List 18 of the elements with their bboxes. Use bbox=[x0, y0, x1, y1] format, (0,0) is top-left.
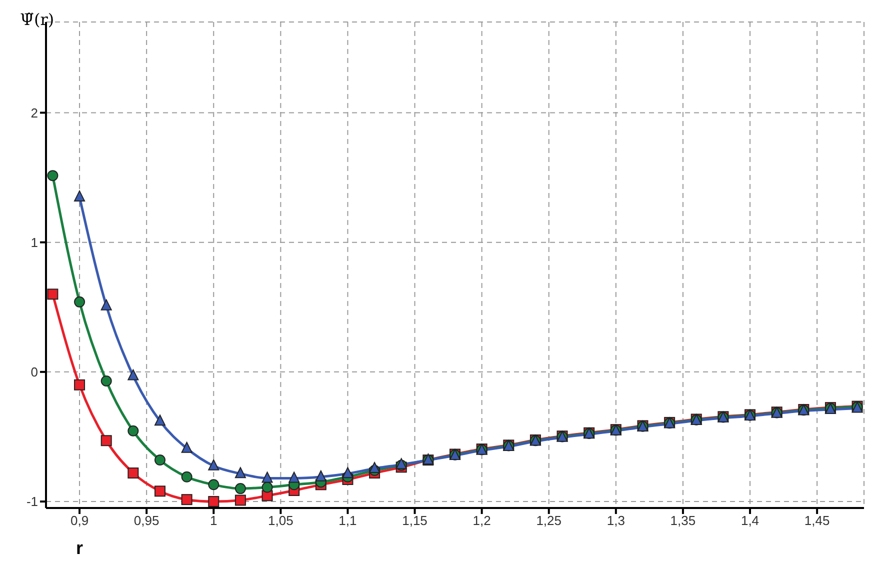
x-tick-label: 1,1 bbox=[338, 513, 357, 528]
x-tick-label: 1,3 bbox=[606, 513, 625, 528]
x-tick-label: 1,25 bbox=[536, 513, 562, 528]
x-axis-title: r bbox=[76, 538, 84, 558]
x-tick-label: 0,9 bbox=[70, 513, 89, 528]
y-axis-title: Ψ̃(r) bbox=[20, 10, 54, 29]
y-tick-label: 1 bbox=[30, 234, 38, 250]
x-tick-label: 0,95 bbox=[134, 513, 160, 528]
x-tick-label: 1,45 bbox=[804, 513, 830, 528]
x-tick-label: 1,05 bbox=[268, 513, 294, 528]
x-tick-label: 1 bbox=[210, 513, 218, 528]
y-tick-label: -1 bbox=[26, 494, 38, 510]
x-tick-label: 1,2 bbox=[472, 513, 491, 528]
x-tick-label: 1,15 bbox=[402, 513, 428, 528]
y-tick-label: 2 bbox=[30, 105, 38, 120]
x-tick-label: 1,35 bbox=[670, 513, 696, 528]
x-tick-label: 1,4 bbox=[740, 513, 760, 528]
y-tick-label: 0 bbox=[30, 364, 38, 380]
